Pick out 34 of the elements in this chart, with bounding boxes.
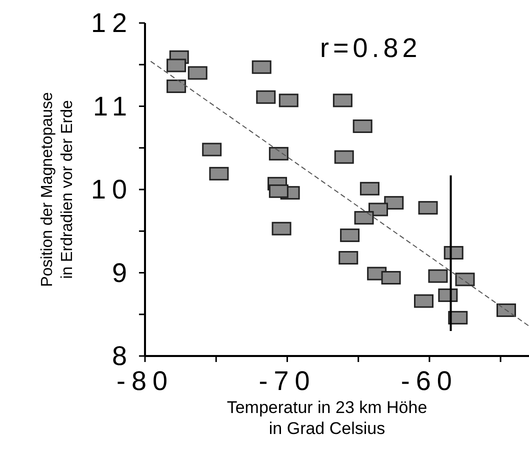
point [414, 294, 434, 308]
point [428, 269, 448, 283]
y-tick-label: 10 [90, 174, 133, 204]
point [278, 94, 298, 108]
y-axis-title: Position der Magnetopause in Erdradien vor der Erde [39, 92, 76, 287]
point [384, 196, 404, 210]
point [338, 251, 358, 265]
x-tick-label: -70 [258, 366, 316, 396]
point [496, 303, 516, 317]
point [166, 58, 186, 72]
point [340, 228, 360, 242]
point [455, 272, 475, 286]
point [166, 80, 186, 94]
point [268, 146, 288, 160]
point [252, 60, 272, 74]
point [334, 150, 354, 164]
point [202, 142, 222, 156]
y-tick-label: 9 [112, 258, 133, 288]
point [272, 222, 292, 236]
x-axis-title: Temperatur in 23 km Höhe in Grad Celsius [226, 398, 428, 438]
x-tick-label: -60 [400, 366, 458, 396]
point [188, 66, 208, 80]
point [209, 166, 229, 180]
point [418, 201, 438, 215]
point [381, 270, 401, 284]
point [268, 184, 288, 198]
point [332, 94, 352, 108]
y-tick-label: 11 [92, 91, 133, 122]
y-tick-label: 12 [90, 8, 133, 38]
point [352, 119, 372, 133]
annotation: r=0.82 [320, 33, 422, 63]
point [256, 90, 276, 104]
point [360, 182, 380, 196]
point [354, 211, 374, 225]
